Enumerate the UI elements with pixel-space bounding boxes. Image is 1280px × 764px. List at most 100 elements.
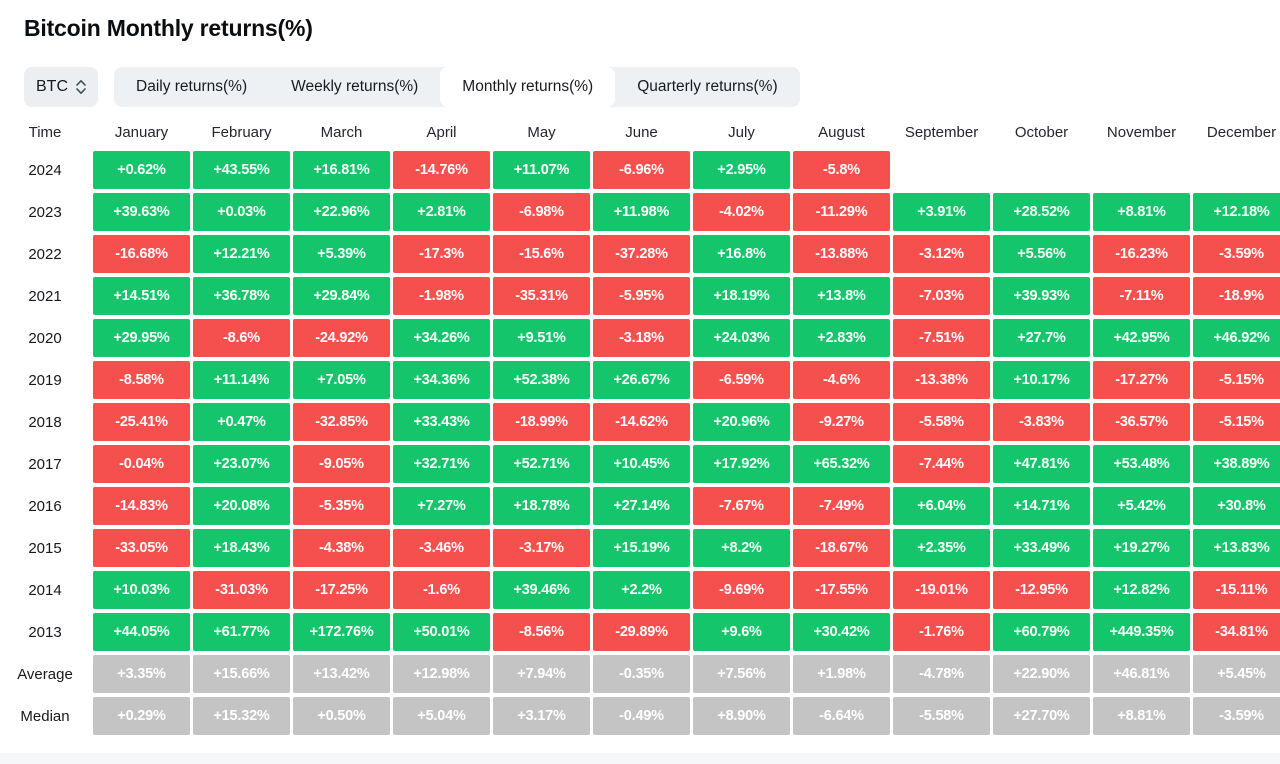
return-cell: +52.71% — [493, 445, 590, 483]
tab-weekly-returns[interactable]: Weekly returns(%) — [291, 78, 419, 95]
table-row: 2017 -0.04% +23.07% -9.05% +32.71% +52.71% +10… — [0, 445, 1280, 483]
return-cell: +11.14% — [193, 361, 290, 399]
return-cell: +0.03% — [193, 193, 290, 231]
return-cell: +61.77% — [193, 613, 290, 651]
tab-quarterly-returns[interactable]: Quarterly returns(%) — [637, 78, 778, 95]
table-row: 2019 -8.58% +11.14% +7.05% +34.36% +52.38% +26… — [0, 361, 1280, 399]
return-cell: +3.35% — [93, 655, 190, 693]
return-cell: +13.83% — [1193, 529, 1280, 567]
table-row: Median +0.29% +15.32% +0.50% +5.04% +3.17% -0.… — [0, 697, 1280, 735]
return-cell: +9.51% — [493, 319, 590, 357]
row-label: 2015 — [28, 539, 62, 557]
return-cell: +65.32% — [793, 445, 890, 483]
return-cell: +50.01% — [393, 613, 490, 651]
row-label: 2018 — [28, 413, 62, 431]
row-label: 2022 — [28, 245, 62, 263]
horizontal-scrollbar-track[interactable] — [0, 753, 1280, 764]
return-cell: +0.50% — [293, 697, 390, 735]
return-cell: +28.52% — [993, 193, 1090, 231]
tab-daily-returns[interactable]: Daily returns(%) — [136, 78, 248, 95]
return-cell: +16.8% — [693, 235, 790, 273]
month-column-header: August — [818, 123, 865, 141]
return-cell: -1.76% — [893, 613, 990, 651]
controls-bar: BTC Daily returns(%) Weekly returns(%) M… — [24, 67, 1280, 107]
return-cell: +449.35% — [1093, 613, 1190, 651]
return-cell: -3.17% — [493, 529, 590, 567]
updown-chevron-icon — [76, 79, 86, 95]
monthly-returns-table: Time January February March April May June July… — [0, 117, 1280, 735]
table-row: 2024 +0.62% +43.55% +16.81% -14.76% +11.07% -6… — [0, 151, 1280, 189]
row-label: 2014 — [28, 581, 62, 599]
month-column-header: December — [1206, 123, 1277, 141]
table-row: 2022 -16.68% +12.21% +5.39% -17.3% -15.6% -37.… — [0, 235, 1280, 273]
return-cell: +53.48% — [1093, 445, 1190, 483]
tab-monthly-returns[interactable]: Monthly returns(%) — [440, 67, 616, 107]
return-cell: -3.12% — [893, 235, 990, 273]
row-label: 2020 — [28, 329, 62, 347]
page-title: Bitcoin Monthly returns(%) — [24, 15, 313, 41]
return-cell: +18.43% — [193, 529, 290, 567]
return-cell: +14.71% — [993, 487, 1090, 525]
return-cell: +24.03% — [693, 319, 790, 357]
return-cell: -33.05% — [93, 529, 190, 567]
return-cell: +0.47% — [193, 403, 290, 441]
return-cell: -7.11% — [1093, 277, 1190, 315]
return-cell: +32.71% — [393, 445, 490, 483]
return-cell: -18.99% — [493, 403, 590, 441]
table-header-row: Time January February March April May June July… — [0, 117, 1280, 147]
return-cell: +34.36% — [393, 361, 490, 399]
return-cell: -7.67% — [693, 487, 790, 525]
month-column-header: February — [211, 123, 272, 141]
return-cell: +33.43% — [393, 403, 490, 441]
return-cell: +8.2% — [693, 529, 790, 567]
return-cell: +13.42% — [293, 655, 390, 693]
table-row: 2013 +44.05% +61.77% +172.76% +50.01% -8.56% -… — [0, 613, 1280, 651]
row-label: 2019 — [28, 371, 62, 389]
return-cell: +7.56% — [693, 655, 790, 693]
table-row: 2014 +10.03% -31.03% -17.25% -1.6% +39.46% +2.… — [0, 571, 1280, 609]
return-cell: +2.35% — [893, 529, 990, 567]
return-cell: +5.56% — [993, 235, 1090, 273]
return-cell: +46.92% — [1193, 319, 1280, 357]
return-cell: -13.88% — [793, 235, 890, 273]
return-cell: +27.70% — [993, 697, 1090, 735]
return-cell: +3.91% — [893, 193, 990, 231]
return-cell: +2.83% — [793, 319, 890, 357]
return-cell: +8.81% — [1093, 697, 1190, 735]
return-cell: -7.51% — [893, 319, 990, 357]
return-cell: -7.44% — [893, 445, 990, 483]
asset-selector-dropdown[interactable]: BTC — [24, 67, 98, 107]
month-column-header: October — [1014, 123, 1069, 141]
return-cell: -4.78% — [893, 655, 990, 693]
return-cell: -14.76% — [393, 151, 490, 189]
row-label: 2013 — [28, 623, 62, 641]
period-tabs: Daily returns(%) Weekly returns(%) Month… — [114, 67, 800, 107]
return-cell: -12.95% — [993, 571, 1090, 609]
return-cell: +29.95% — [93, 319, 190, 357]
return-cell: +43.55% — [193, 151, 290, 189]
return-cell: +17.92% — [693, 445, 790, 483]
return-cell: -4.38% — [293, 529, 390, 567]
return-cell: -16.68% — [93, 235, 190, 273]
return-cell: +7.27% — [393, 487, 490, 525]
return-cell: +10.17% — [993, 361, 1090, 399]
table-row: 2021 +14.51% +36.78% +29.84% -1.98% -35.31% -5… — [0, 277, 1280, 315]
return-cell: -0.35% — [593, 655, 690, 693]
return-cell: -8.58% — [93, 361, 190, 399]
return-cell: +14.51% — [93, 277, 190, 315]
return-cell: +10.03% — [93, 571, 190, 609]
return-cell: -3.46% — [393, 529, 490, 567]
return-cell: +39.46% — [493, 571, 590, 609]
return-cell: +27.7% — [993, 319, 1090, 357]
return-cell: +46.81% — [1093, 655, 1190, 693]
row-label: 2021 — [28, 287, 62, 305]
return-cell: +15.19% — [593, 529, 690, 567]
return-cell: -5.15% — [1193, 361, 1280, 399]
return-cell: +12.21% — [193, 235, 290, 273]
return-cell: +20.96% — [693, 403, 790, 441]
return-cell: +16.81% — [293, 151, 390, 189]
month-column-header: March — [320, 123, 363, 141]
return-cell: -3.18% — [593, 319, 690, 357]
return-cell: +7.94% — [493, 655, 590, 693]
return-cell: +2.81% — [393, 193, 490, 231]
